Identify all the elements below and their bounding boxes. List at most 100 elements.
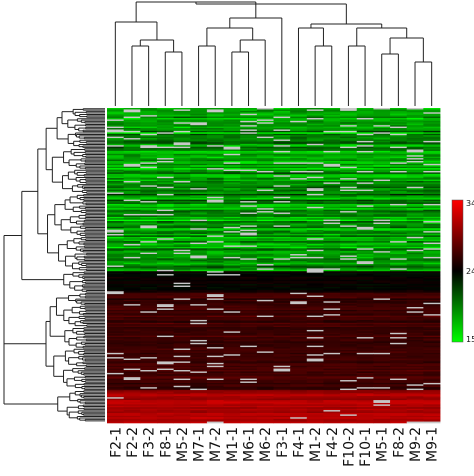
heatmap-cell xyxy=(273,288,291,291)
heatmap-cell xyxy=(340,241,358,243)
heatmap-cell xyxy=(423,246,441,249)
heatmap-cell xyxy=(240,410,258,412)
heatmap-cell xyxy=(373,298,391,301)
heatmap-cell xyxy=(373,249,391,252)
heatmap-cell xyxy=(340,152,358,155)
heatmap-cell xyxy=(140,312,158,315)
heatmap-cell xyxy=(373,231,391,233)
heatmap-cell xyxy=(206,215,224,218)
heatmap-cell xyxy=(423,279,441,282)
heatmap-cell xyxy=(190,241,208,243)
heatmap-cell xyxy=(156,258,174,261)
heatmap-cell xyxy=(406,122,424,125)
heatmap-cell xyxy=(406,185,424,188)
heatmap-cell xyxy=(123,347,141,349)
heatmap-cell xyxy=(107,169,125,172)
heatmap-cell xyxy=(356,238,374,241)
heatmap-cell xyxy=(107,361,125,364)
heatmap-cell xyxy=(356,388,374,391)
heatmap-cell xyxy=(240,404,258,407)
heatmap-cell xyxy=(256,248,274,251)
heatmap-cell xyxy=(323,380,341,382)
heatmap-cell xyxy=(256,278,274,281)
heatmap-cell xyxy=(340,109,358,112)
heatmap-cell xyxy=(423,364,441,367)
heatmap-cell xyxy=(406,341,424,344)
heatmap-cell xyxy=(273,205,291,208)
heatmap-cell xyxy=(340,392,358,395)
heatmap-cell xyxy=(306,212,324,215)
heatmap-cell xyxy=(323,265,341,268)
heatmap-cell xyxy=(373,412,391,415)
heatmap-cell xyxy=(290,148,308,150)
heatmap-cell xyxy=(390,358,408,361)
heatmap-cell xyxy=(273,358,291,361)
heatmap-cell xyxy=(140,143,158,146)
heatmap-cell xyxy=(123,259,141,262)
heatmap-cell xyxy=(256,229,274,232)
heatmap-cell xyxy=(223,238,241,241)
heatmap-cell xyxy=(273,203,291,206)
heatmap-cell xyxy=(323,372,341,375)
heatmap-cell xyxy=(256,312,274,315)
heatmap-cell xyxy=(107,148,125,150)
heatmap-cell xyxy=(290,285,308,288)
heatmap-cell xyxy=(256,317,274,319)
heatmap-cell xyxy=(107,160,125,163)
heatmap-cell xyxy=(273,251,291,253)
heatmap-cell xyxy=(223,365,241,368)
heatmap-cell xyxy=(373,146,391,149)
heatmap-cell xyxy=(423,209,441,212)
heatmap-cell xyxy=(107,146,125,149)
heatmap-cell xyxy=(190,322,208,325)
heatmap-cell xyxy=(390,125,408,127)
heatmap-cell xyxy=(373,334,391,336)
heatmap-cell xyxy=(190,278,208,281)
heatmap-cell xyxy=(256,218,274,220)
heatmap-cell xyxy=(140,407,158,409)
heatmap-cell xyxy=(140,129,158,132)
heatmap-cell xyxy=(206,285,224,288)
heatmap-cell xyxy=(373,142,391,145)
heatmap-cell xyxy=(340,179,358,182)
heatmap-cell xyxy=(373,372,391,375)
heatmap-cell xyxy=(273,314,291,316)
heatmap-cell xyxy=(340,384,358,387)
heatmap-cell xyxy=(373,189,391,192)
heatmap-cell xyxy=(173,235,191,238)
heatmap-cell xyxy=(206,407,224,409)
heatmap-cell xyxy=(373,411,391,414)
heatmap-cell xyxy=(206,354,224,356)
heatmap-cell xyxy=(273,138,291,140)
heatmap-cell xyxy=(223,201,241,203)
heatmap-cell xyxy=(390,387,408,389)
heatmap-cell xyxy=(390,405,408,408)
heatmap-cell xyxy=(340,159,358,162)
heatmap-cell xyxy=(273,268,291,271)
heatmap-cell xyxy=(373,112,391,115)
heatmap-cell xyxy=(156,251,174,253)
heatmap-cell xyxy=(190,196,208,199)
heatmap-cell xyxy=(290,219,308,222)
heatmap-cell xyxy=(273,374,291,377)
heatmap-cell xyxy=(340,311,358,314)
heatmap-cell xyxy=(390,140,408,143)
heatmap-cell xyxy=(240,381,258,384)
heatmap-cell xyxy=(206,271,224,273)
heatmap-cell xyxy=(123,115,141,117)
heatmap-cell xyxy=(423,294,441,296)
heatmap-cell xyxy=(206,408,224,411)
heatmap-cell xyxy=(173,201,191,203)
heatmap-cell xyxy=(306,125,324,127)
heatmap-cell xyxy=(273,394,291,397)
heatmap-cell xyxy=(390,279,408,282)
heatmap-cell xyxy=(323,122,341,125)
heatmap-cell xyxy=(273,196,291,199)
heatmap-cell xyxy=(356,318,374,321)
heatmap-cell xyxy=(123,292,141,295)
heatmap-cell xyxy=(390,286,408,289)
heatmap-cell xyxy=(373,371,391,374)
heatmap-cell xyxy=(290,291,308,293)
heatmap-cell xyxy=(173,268,191,271)
heatmap-cell xyxy=(173,304,191,306)
